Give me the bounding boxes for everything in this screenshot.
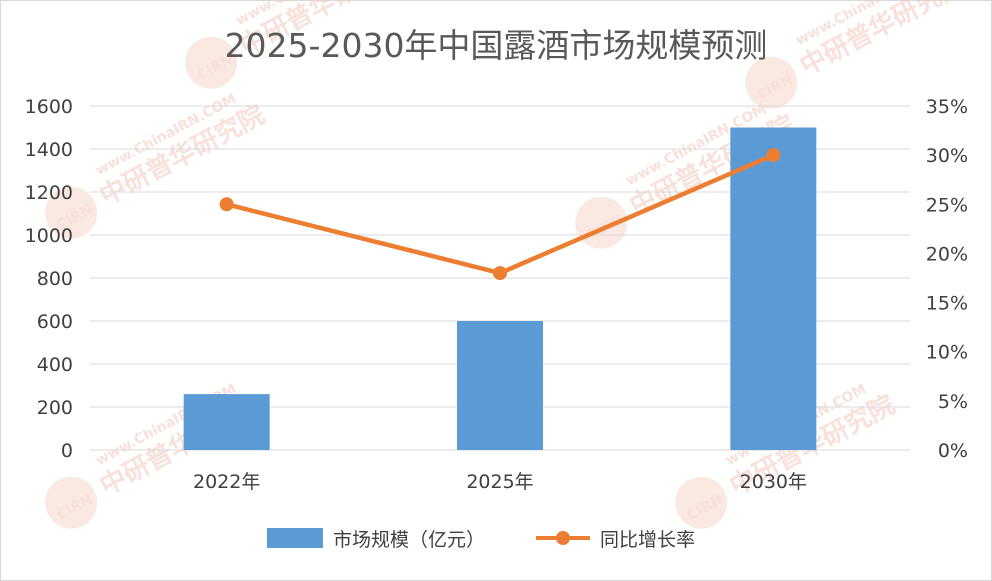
- left-axis-tick-label: 1000: [25, 225, 73, 247]
- bar-series: [183, 127, 817, 450]
- left-axis-tick-label: 400: [37, 354, 73, 376]
- bar: [457, 321, 543, 450]
- line-point: [219, 197, 234, 212]
- watermark-logo-circle: [675, 476, 728, 529]
- bar: [730, 127, 817, 450]
- line-point: [766, 148, 781, 163]
- x-axis-tick-label: 2022年: [193, 471, 260, 493]
- right-axis-ticks: 0% 5% 10% 15% 20% 25% 30% 35%: [926, 96, 968, 462]
- line-series: [219, 148, 781, 281]
- left-axis-ticks: 0 200 400 600 800 1000 1200 1400 1600: [25, 96, 73, 462]
- right-axis-tick-label: 25%: [926, 194, 968, 216]
- right-axis-tick-label: 30%: [926, 145, 968, 167]
- legend-swatch-bar: [267, 528, 323, 548]
- right-axis-tick-label: 15%: [926, 293, 968, 315]
- watermark-logo-circle: [185, 36, 238, 89]
- chart-title: 2025-2030年中国露酒市场规模预测: [225, 26, 768, 65]
- left-axis-tick-label: 200: [37, 397, 73, 419]
- x-axis-tick-label: 2030年: [740, 471, 807, 493]
- legend-label-line: 同比增长率: [600, 529, 695, 551]
- bar: [183, 394, 270, 450]
- left-axis-tick-label: 0: [61, 440, 73, 462]
- x-axis-ticks: 2022年 2025年 2030年: [193, 471, 807, 493]
- right-axis-tick-label: 20%: [926, 243, 968, 265]
- x-axis-tick-label: 2025年: [466, 471, 533, 493]
- line-point: [493, 266, 507, 281]
- left-axis-tick-label: 800: [37, 268, 73, 290]
- legend: 市场规模（亿元） 同比增长率: [267, 528, 695, 551]
- watermark-logo-circle: [45, 476, 98, 529]
- legend-label-bar: 市场规模（亿元）: [333, 529, 485, 551]
- right-axis-tick-label: 5%: [938, 391, 968, 413]
- watermark-logo-circle: [745, 56, 798, 109]
- left-axis-tick-label: 1600: [25, 96, 73, 118]
- right-axis-tick-label: 10%: [926, 342, 968, 364]
- right-axis-tick-label: 35%: [926, 96, 968, 118]
- left-axis-tick-label: 1400: [25, 139, 73, 161]
- left-axis-tick-label: 1200: [25, 182, 73, 204]
- legend-marker-line: [556, 531, 570, 545]
- left-axis-tick-label: 600: [37, 311, 73, 333]
- watermark-logo-circle: [45, 186, 98, 239]
- right-axis-tick-label: 0%: [938, 440, 968, 462]
